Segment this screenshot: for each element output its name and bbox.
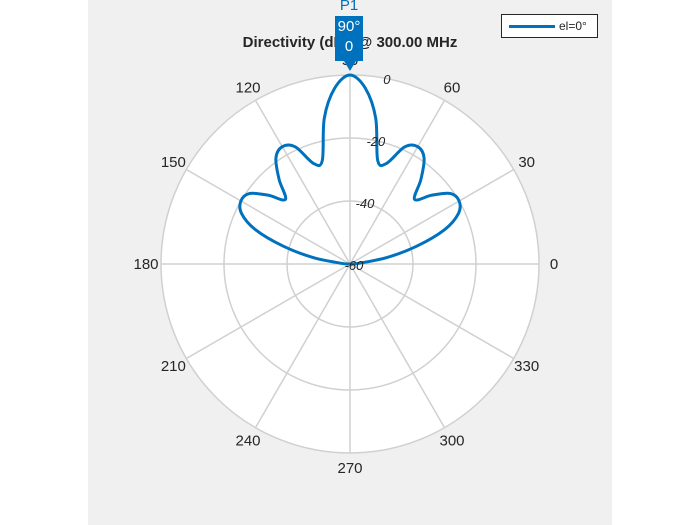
radial-tick-label: -60 (345, 258, 365, 273)
angle-gridline-30 (349, 168, 515, 265)
radial-tick-label: -40 (356, 196, 376, 211)
marker-name[interactable]: P1 (339, 0, 359, 14)
angle-tick-label: 120 (235, 79, 260, 96)
radial-gridline (223, 137, 477, 391)
angle-tick-label: 270 (337, 460, 362, 477)
angle-tick-label: 300 (439, 433, 464, 450)
angle-gridline-120 (254, 99, 351, 265)
angle-tick-label: 60 (444, 79, 461, 96)
angle-gridline-60 (349, 99, 446, 265)
angle-tick-label: 0 (550, 256, 558, 273)
marker-value: 0 (344, 38, 354, 55)
radial-tick-label: -20 (366, 134, 386, 149)
angle-gridline-240 (254, 263, 351, 429)
angle-tick-label: 180 (133, 256, 158, 273)
marker-datatip[interactable]: 90° 0 (335, 16, 363, 61)
angle-tick-label: 330 (514, 358, 539, 375)
angle-gridline-300 (349, 263, 446, 429)
marker-angle: 90° (337, 18, 361, 35)
angle-gridline-330 (349, 263, 515, 360)
legend-line-swatch (509, 25, 555, 28)
radial-tick-label: 0 (383, 72, 391, 87)
angle-tick-label: 210 (161, 358, 186, 375)
legend[interactable]: el=0° (501, 14, 598, 38)
legend-entry: el=0° (559, 19, 587, 33)
series-layer (238, 73, 462, 266)
radial-tick-labels: 0 -20 -40 -60 (345, 72, 392, 273)
radial-gridline (286, 200, 414, 328)
marker-pointer (344, 61, 356, 71)
angle-gridline-150 (185, 168, 351, 265)
angle-tick-label: 150 (161, 154, 186, 171)
angle-tick-label: 30 (518, 154, 535, 171)
angle-gridline-210 (185, 263, 351, 360)
series-line[interactable] (238, 73, 462, 266)
angle-tick-label: 240 (235, 433, 260, 450)
